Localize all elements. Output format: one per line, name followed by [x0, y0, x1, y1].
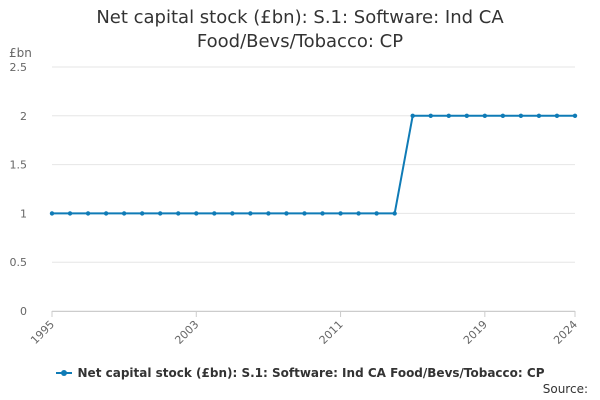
data-point [139, 211, 145, 216]
data-point [121, 211, 127, 216]
y-tick-label: 0 [20, 305, 27, 318]
data-point [320, 211, 325, 216]
y-tick-label: 2.5 [10, 61, 28, 74]
data-point [500, 113, 506, 119]
data-point [518, 113, 524, 119]
y-axis-label: £bn [9, 46, 32, 60]
data-point [248, 211, 253, 216]
data-point [176, 211, 181, 216]
y-tick-label: 2 [20, 110, 27, 123]
data-point [482, 113, 488, 119]
data-point [194, 211, 199, 216]
data-point [410, 113, 415, 119]
data-point [392, 211, 397, 216]
data-point [266, 211, 271, 216]
data-point [464, 113, 469, 119]
x-tick-label: 2024 [551, 318, 580, 347]
data-point [158, 211, 163, 216]
legend-label: Net capital stock (£bn): S.1: Software: … [77, 366, 545, 380]
x-tick-label: 2019 [461, 318, 490, 347]
data-point [572, 113, 578, 119]
source-label: Source: [542, 382, 588, 396]
data-point [554, 113, 560, 119]
x-tick-label: 2003 [172, 318, 201, 347]
data-point [230, 211, 235, 216]
data-point [212, 211, 217, 216]
data-point [446, 113, 451, 119]
y-tick-label: 1.5 [10, 159, 28, 172]
data-point [338, 211, 343, 216]
data-point [284, 211, 289, 216]
legend[interactable]: Net capital stock (£bn): S.1: Software: … [0, 364, 600, 382]
data-point [67, 211, 73, 216]
data-point [356, 211, 361, 216]
data-point [49, 211, 55, 216]
data-point [85, 211, 91, 216]
x-tick-label: 1995 [28, 318, 57, 347]
y-tick-label: 1 [20, 207, 27, 220]
legend-swatch [55, 370, 72, 376]
data-point [302, 211, 307, 216]
data-point [103, 211, 109, 216]
y-tick-label: 0.5 [10, 256, 28, 269]
x-tick-label: 2011 [317, 318, 346, 347]
data-point [374, 211, 379, 216]
series-line [51, 114, 576, 215]
chart-title: Net capital stock (£bn): S.1: Software: … [96, 7, 504, 52]
data-point [428, 113, 433, 119]
data-point [536, 113, 542, 119]
